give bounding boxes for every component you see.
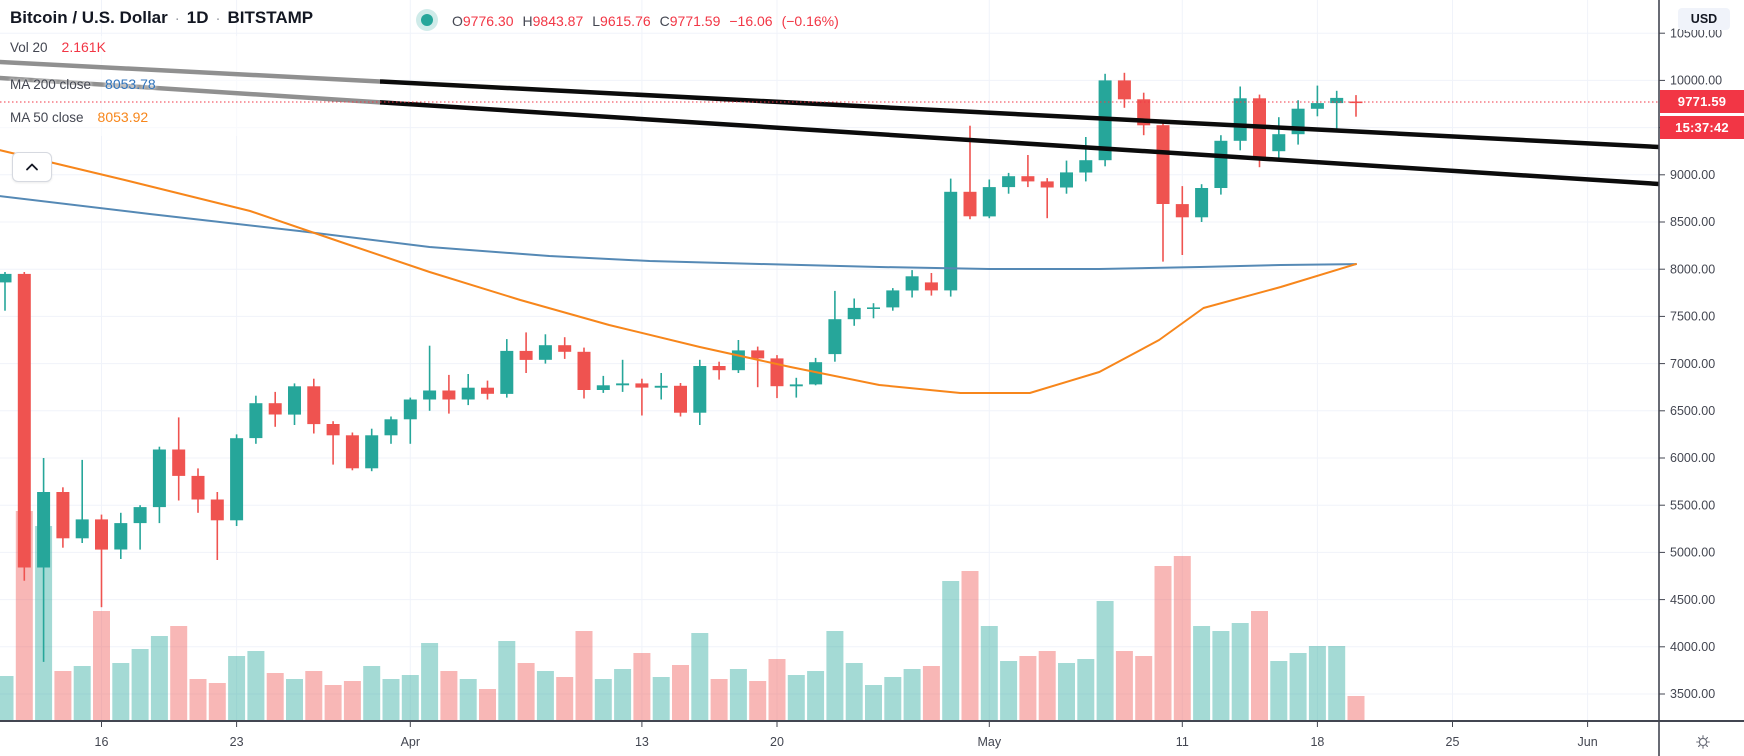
- ma200-legend-row[interactable]: MA 200 close 8053.78: [10, 76, 156, 92]
- high-value: 9843.87: [532, 13, 584, 29]
- svg-text:7000.00: 7000.00: [1670, 357, 1715, 371]
- countdown-text: 15:37:42: [1675, 119, 1729, 135]
- svg-text:3500.00: 3500.00: [1670, 687, 1715, 701]
- low-value: 9615.76: [600, 13, 651, 29]
- ma50-legend-row[interactable]: MA 50 close 8053.92: [10, 109, 148, 125]
- volume-legend-value: 2.161K: [61, 39, 106, 55]
- status-dot-inner: [421, 14, 433, 26]
- time-axis[interactable]: 16 23 Apr 13 20 May 11 18 25 Jun: [95, 721, 1598, 749]
- last-price-text: 9771.59: [1677, 93, 1727, 109]
- svg-text:6500.00: 6500.00: [1670, 404, 1715, 418]
- volume-legend-label: Vol 20: [10, 40, 48, 55]
- svg-text:Apr: Apr: [401, 735, 420, 749]
- last-price-badge: 9771.59: [1660, 89, 1744, 113]
- high-label: H: [522, 13, 533, 29]
- svg-text:5000.00: 5000.00: [1670, 546, 1715, 560]
- close-label: C: [659, 13, 670, 29]
- svg-text:25: 25: [1446, 735, 1460, 749]
- gear-icon: [1696, 735, 1710, 749]
- symbol-title-row[interactable]: Bitcoin / U.S. Dollar · 1D · BITSTAMP: [10, 8, 313, 28]
- ma50-legend-label: MA 50 close: [10, 110, 84, 125]
- ma50-legend-value: 8053.92: [97, 109, 149, 125]
- svg-text:23: 23: [230, 735, 244, 749]
- svg-text:16: 16: [95, 735, 109, 749]
- legend-collapse-button[interactable]: [12, 152, 52, 182]
- exchange-label: BITSTAMP: [227, 8, 314, 27]
- svg-text:8000.00: 8000.00: [1670, 262, 1715, 276]
- svg-text:Jun: Jun: [1578, 735, 1598, 749]
- open-label: O: [452, 13, 463, 29]
- currency-label: USD: [1690, 12, 1718, 26]
- close-value: 9771.59: [669, 13, 721, 29]
- ma200-legend-label: MA 200 close: [10, 77, 92, 92]
- ma50-line: [0, 149, 1357, 394]
- low-label: L: [592, 13, 601, 29]
- volume-legend-row[interactable]: Vol 20 2.161K: [10, 39, 106, 55]
- svg-text:5500.00: 5500.00: [1670, 498, 1715, 512]
- svg-text:18: 18: [1310, 735, 1324, 749]
- svg-text:May: May: [977, 735, 1001, 749]
- change-value: −16.06: [729, 13, 773, 29]
- svg-text:4500.00: 4500.00: [1670, 593, 1715, 607]
- chevron-up-icon: [26, 163, 38, 171]
- market-status-dot[interactable]: [416, 9, 438, 31]
- ohlc-readout: O9776.30 H9843.87 L9615.76 C9771.59 −16.…: [452, 13, 839, 29]
- interval-label: 1D: [186, 8, 209, 27]
- currency-toggle-button[interactable]: USD: [1678, 8, 1730, 30]
- svg-text:8500.00: 8500.00: [1670, 215, 1715, 229]
- svg-text:9000.00: 9000.00: [1670, 168, 1715, 182]
- symbol-name: Bitcoin / U.S. Dollar: [10, 8, 168, 27]
- svg-text:10000.00: 10000.00: [1670, 74, 1722, 88]
- volume-bars: [0, 511, 1365, 721]
- separator-dot: ·: [215, 9, 221, 27]
- change-percent: (−0.16%): [781, 13, 839, 29]
- ma200-legend-value: 8053.78: [105, 76, 156, 92]
- candles: [0, 72, 1363, 662]
- svg-text:7500.00: 7500.00: [1670, 310, 1715, 324]
- svg-text:13: 13: [635, 735, 649, 749]
- open-value: 9776.30: [462, 13, 514, 29]
- separator-dot: ·: [174, 9, 180, 27]
- svg-text:4000.00: 4000.00: [1670, 640, 1715, 654]
- bar-countdown-badge: 15:37:42: [1660, 115, 1744, 139]
- svg-text:20: 20: [770, 735, 784, 749]
- svg-text:6000.00: 6000.00: [1670, 451, 1715, 465]
- svg-text:11: 11: [1176, 735, 1189, 749]
- ma200-line: [0, 195, 1357, 270]
- chart-settings-button[interactable]: [1690, 730, 1716, 754]
